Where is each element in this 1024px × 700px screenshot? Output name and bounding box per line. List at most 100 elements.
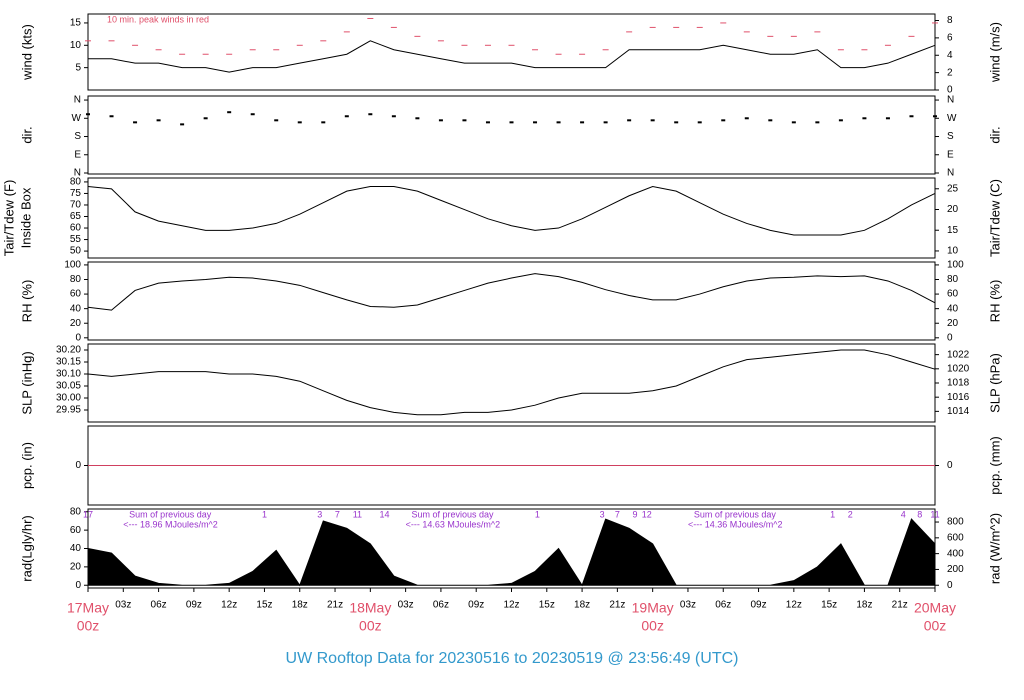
y2-tick-label: 40 [947,303,959,314]
page-title: UW Rooftop Data for 20230516 to 20230519… [286,650,739,667]
y-tick-label: 50 [70,246,82,257]
y2-tick-label: 1018 [947,378,970,389]
y-axis-label: wind (kts) [19,24,34,81]
y2-tick-label: 0 [947,332,953,343]
y-tick-label: 70 [70,200,82,211]
y-tick-label: 60 [70,525,82,536]
y2-tick-label: 80 [947,274,959,285]
panel-frame [87,261,936,341]
y2-axis-label: rad (W/m^2) [987,513,1002,584]
hour-mark: 11 [930,509,939,519]
y-axis-label: pcp. (in) [19,442,34,489]
y2-tick-label: N [947,95,954,106]
day-sum-value: <--- 18.96 MJoules/m^2 [123,519,218,529]
y-tick-label: W [72,113,82,124]
panel-frame [87,177,936,259]
y-axis-label: rad(Lgly/hr) [19,515,34,581]
direction-mark [768,119,773,122]
direction-mark [438,119,443,122]
panel-frame [87,13,936,91]
y2-tick-label: 1014 [947,406,970,417]
direction-mark [203,117,208,120]
hour-mark: 7 [615,509,620,519]
y2-tick-label: 200 [947,564,964,575]
x-tick-label: 21z [609,600,625,611]
y2-axis-label: pcp. (mm) [987,436,1002,495]
direction-mark [650,119,655,122]
x-tick-label: 15z [821,600,837,611]
x-tick-label: 03z [115,600,131,611]
hour-mark: 12 [642,509,652,519]
day-sum-value: <--- 14.36 MJoules/m^2 [688,519,783,529]
x-tick-label: 06z [151,600,167,611]
y2-tick-label: 1022 [947,349,970,360]
day-tick-label: 18May [349,600,391,616]
direction-mark [368,113,373,116]
direction-mark [674,121,679,124]
data-line [88,40,936,73]
hour-mark: 1 [535,509,540,519]
data-line [87,273,936,311]
y2-tick-label: E [947,149,954,160]
y-tick-label: 60 [70,289,82,300]
y2-tick-label: 0 [947,460,953,471]
x-tick-label: 12z [503,600,519,611]
direction-mark [603,121,608,124]
direction-mark [556,121,561,124]
y2-tick-label: 60 [947,289,959,300]
y-tick-label: N [74,95,81,106]
y-axis-label: SLP (inHg) [19,351,34,414]
hour-mark: 9 [633,509,638,519]
y2-tick-label: W [947,113,957,124]
x-tick-label: 18z [574,600,590,611]
y2-axis-label: Tair/Tdew (C) [987,179,1002,257]
hour-mark: 7 [335,509,340,519]
y-tick-label: 80 [70,274,82,285]
day-tick-sub: 00z [77,618,100,634]
direction-mark [180,123,185,126]
y2-axis-label: RH (%) [987,280,1002,323]
y-tick-label: 40 [70,543,82,554]
y2-tick-label: 20 [947,204,959,215]
y-tick-label: 100 [64,260,81,271]
x-tick-label: 12z [786,600,802,611]
y2-tick-label: N [947,168,954,179]
direction-mark [250,113,255,116]
y-tick-label: 30.15 [56,357,81,368]
direction-mark [933,115,937,118]
y-tick-label: 30.20 [56,345,81,356]
x-tick-label: 21z [327,600,343,611]
y-tick-label: 20 [70,318,82,329]
y-axis-label: RH (%) [19,280,34,323]
y-tick-label: 30.10 [56,369,81,380]
x-tick-label: 15z [539,600,555,611]
y-tick-label: 40 [70,303,82,314]
y-tick-label: N [74,168,81,179]
data-line [87,349,936,416]
x-tick-label: 18z [292,600,308,611]
y2-tick-label: 25 [947,183,959,194]
y2-tick-label: 15 [947,225,959,236]
x-tick-label: 03z [398,600,414,611]
hour-mark: 4 [901,509,906,519]
direction-mark [838,119,843,122]
direction-mark [791,121,796,124]
hour-mark: 1 [830,509,835,519]
y-tick-label: 0 [75,460,81,471]
direction-mark [627,119,632,122]
hour-mark: 8 [917,509,922,519]
y2-tick-label: 8 [947,15,953,26]
y2-tick-label: 0 [947,580,953,591]
y-tick-label: 30.05 [56,381,81,392]
data-line [87,186,936,236]
y-tick-label: E [74,149,81,160]
x-tick-label: 15z [256,600,272,611]
y2-axis-label: SLP (hPa) [987,353,1002,413]
direction-mark [862,117,867,120]
y-tick-label: 60 [70,223,82,234]
y-axis-label: Tair/Tdew (F) [1,180,16,257]
direction-mark [156,119,161,122]
day-tick-sub: 00z [641,618,664,634]
